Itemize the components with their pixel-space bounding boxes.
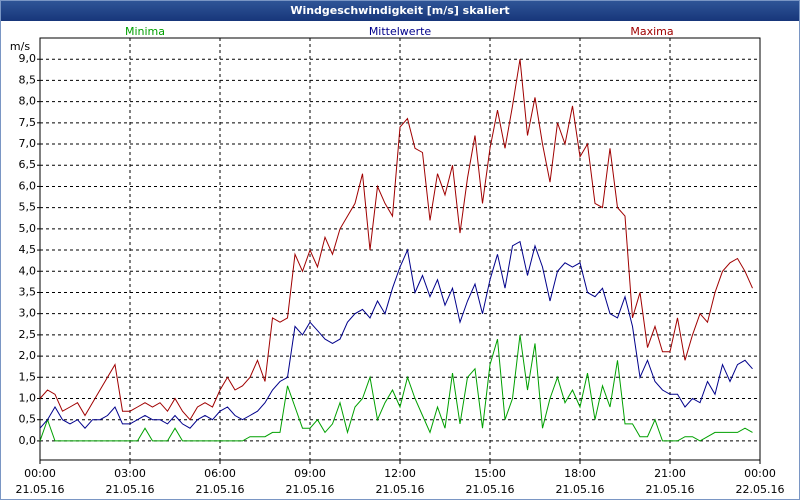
y-tick-label: 4,5 [19,243,37,256]
x-tick-label: 09:00 [294,467,326,480]
x-tick-label: 03:00 [114,467,146,480]
x-tick-date: 21.05.16 [16,483,65,496]
x-tick-label: 12:00 [384,467,416,480]
y-tick-label: 0,5 [19,413,37,426]
title-bar: Windgeschwindigkeit [m/s] skaliert [1,1,799,21]
x-tick-label: 21:00 [654,467,686,480]
x-tick-label: 06:00 [204,467,236,480]
x-tick-date: 22.05.16 [736,483,785,496]
series-line [39,59,753,421]
series-line [39,334,753,442]
legend-label: Mittelwerte [369,25,432,38]
y-tick-label: 7,0 [19,137,37,150]
y-tick-label: 7,5 [19,116,37,129]
x-tick-date: 21.05.16 [196,483,245,496]
x-tick-date: 21.05.16 [106,483,155,496]
x-tick-label: 18:00 [564,467,596,480]
series-line [39,240,753,429]
y-tick-label: 2,5 [19,328,37,341]
y-tick-label: 3,5 [19,285,37,298]
y-tick-label: 8,0 [19,95,37,108]
y-tick-label: 9,0 [19,52,37,65]
legend-label: Maxima [630,25,673,38]
y-tick-label: 4,0 [19,264,37,277]
y-tick-label: 1,0 [19,392,37,405]
x-tick-date: 21.05.16 [646,483,695,496]
x-tick-label: 00:00 [24,467,56,480]
x-tick-label: 00:00 [744,467,776,480]
y-tick-label: 0,0 [19,434,37,447]
x-tick-date: 21.05.16 [556,483,605,496]
y-axis-label: m/s [10,40,30,53]
chart: m/s 0,0 0,5 1,0 1,5 2,0 2,5 3,0 3,5 4,0 4,5 5,0 5,5… [10,25,785,496]
y-tick-label: 5,0 [19,222,37,235]
x-tick-date: 21.05.16 [466,483,515,496]
y-tick-label: 5,5 [19,201,37,214]
y-tick-label: 2,0 [19,349,37,362]
y-tick-label: 8,5 [19,73,37,86]
x-tick-label: 15:00 [474,467,506,480]
x-tick-date: 21.05.16 [286,483,335,496]
y-tick-label: 1,5 [19,370,37,383]
y-tick-label: 3,0 [19,307,37,320]
legend-label: Minima [125,25,165,38]
y-tick-label: 6,5 [19,158,37,171]
y-tick-label: 6,0 [19,179,37,192]
x-tick-date: 21.05.16 [376,483,425,496]
